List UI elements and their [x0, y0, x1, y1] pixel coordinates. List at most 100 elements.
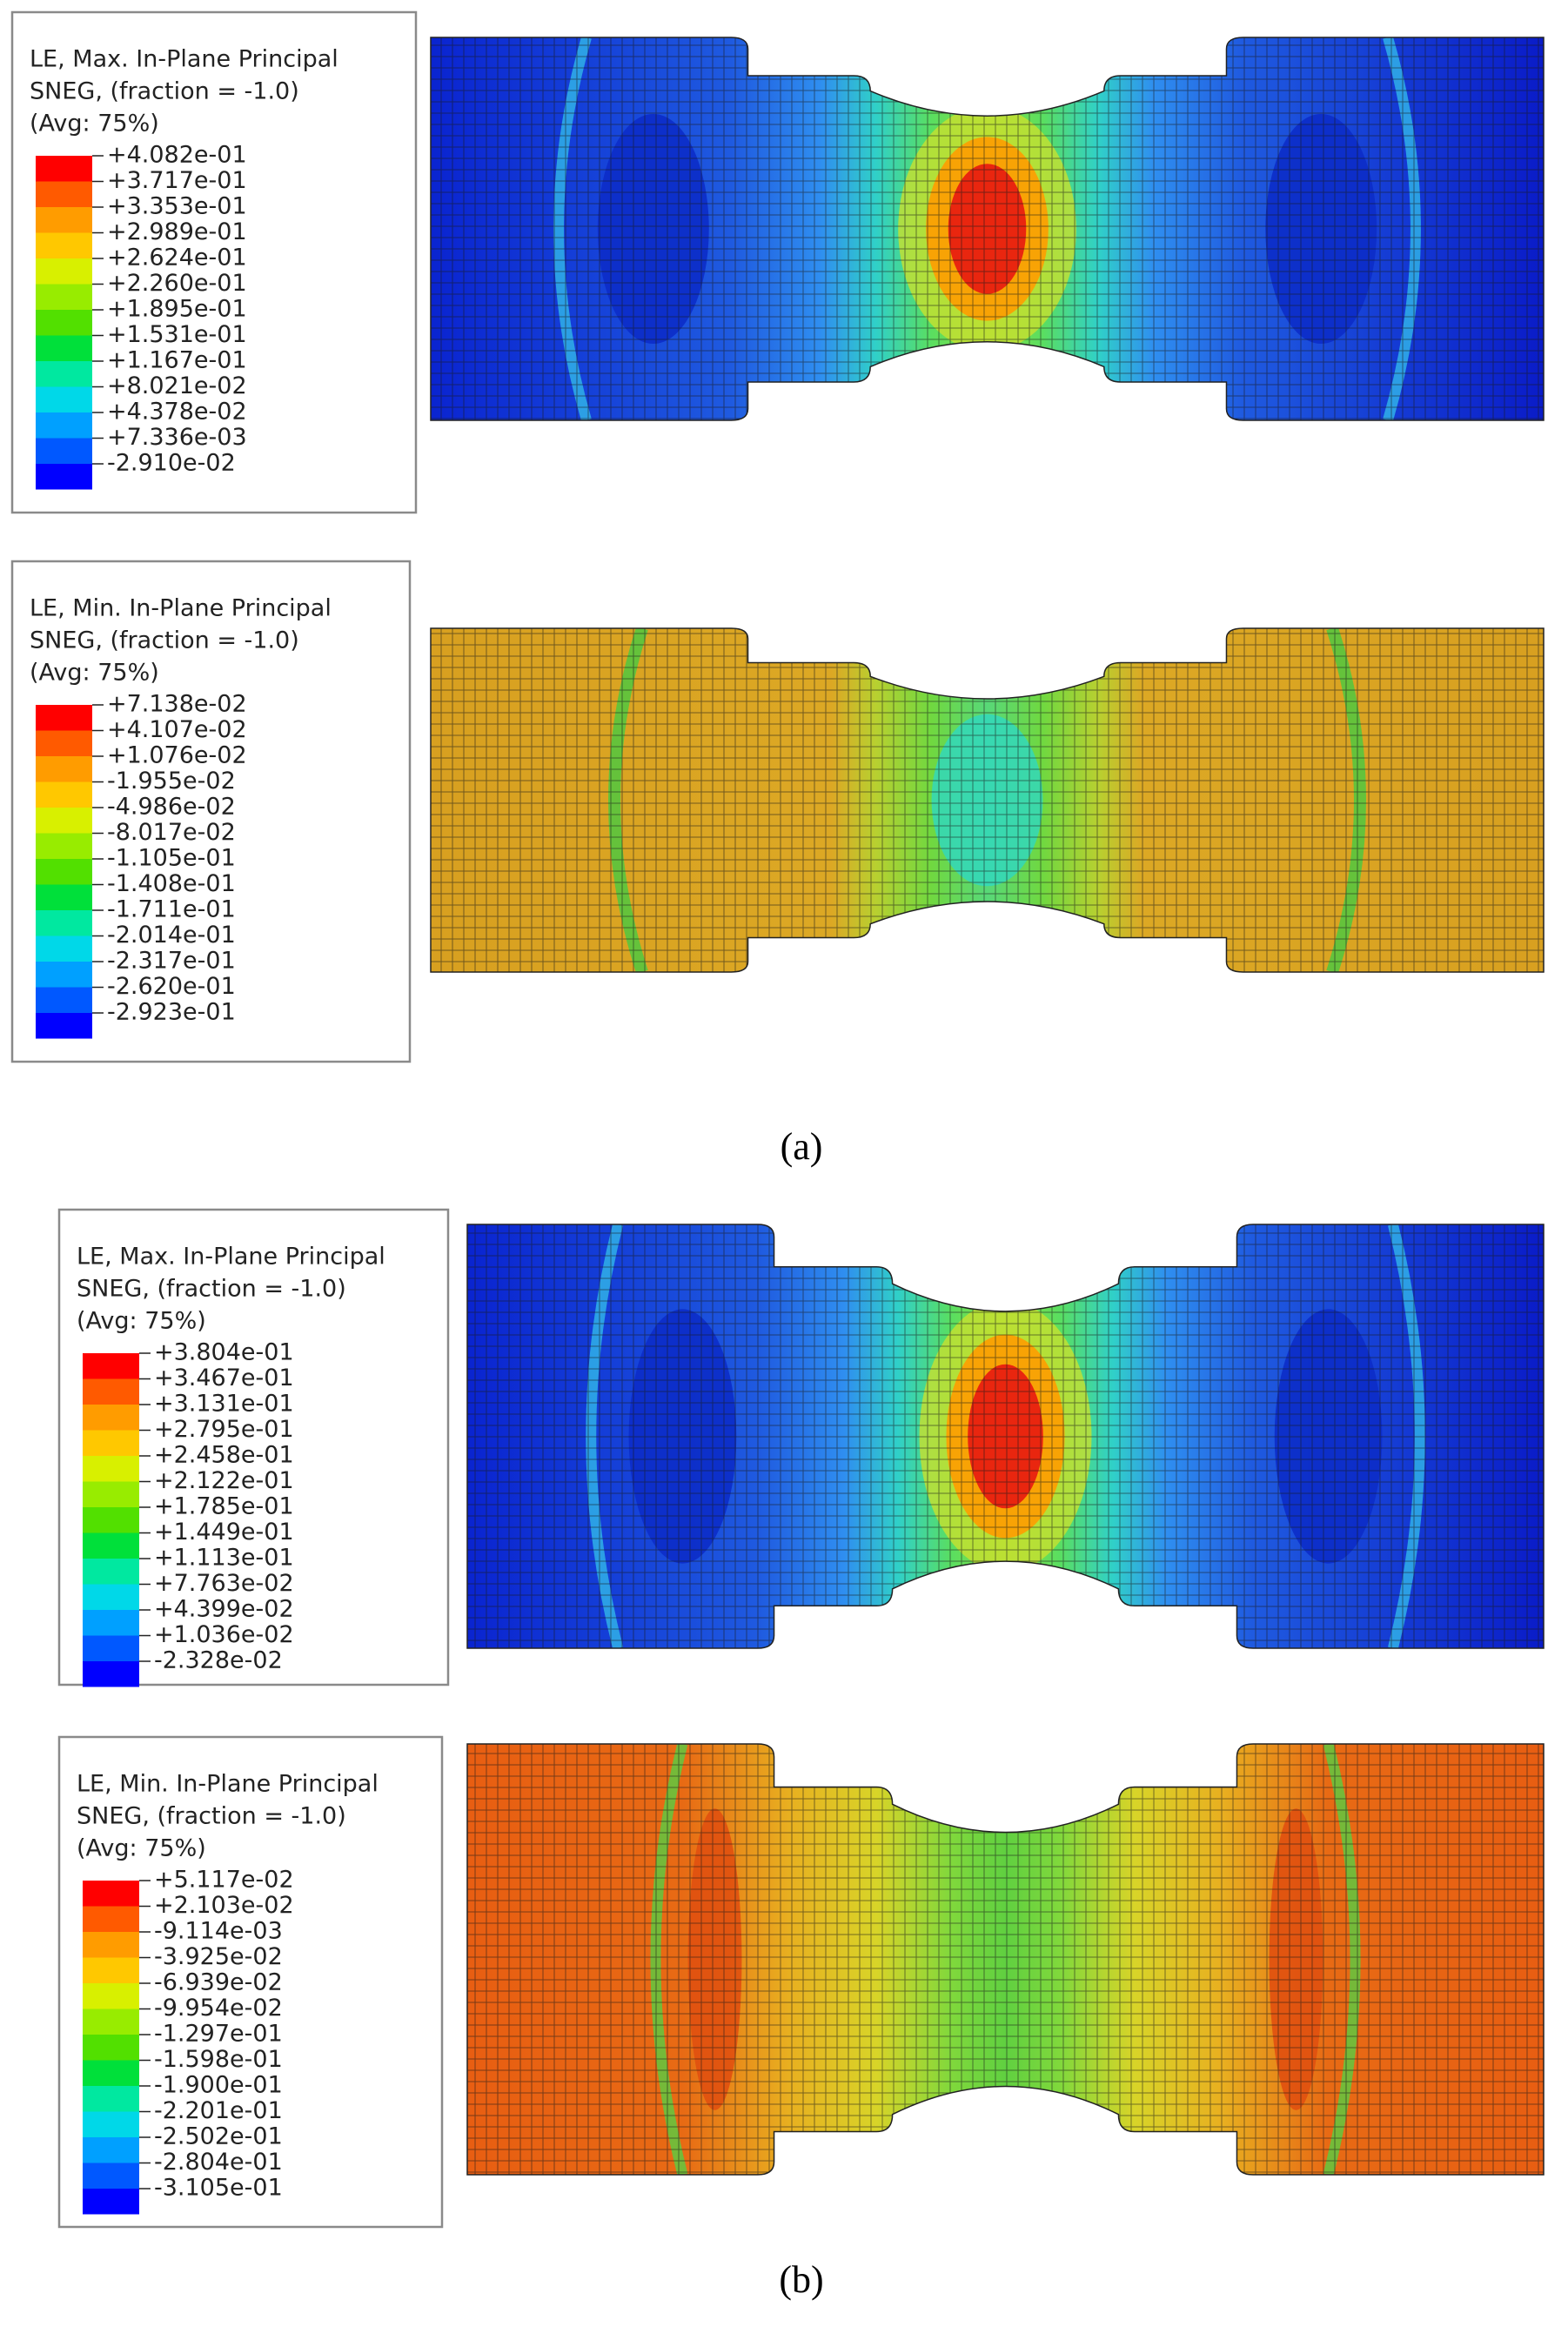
legend-label: -9.114e-03 — [154, 1918, 283, 1945]
legend-label: +2.989e-01 — [107, 218, 247, 245]
legend-label: -2.502e-01 — [154, 2123, 283, 2150]
legend-swatch — [83, 2111, 139, 2137]
legend-label: +1.113e-01 — [154, 1545, 294, 1572]
legend-label: -8.017e-02 — [107, 819, 236, 846]
legend-swatch — [36, 859, 92, 885]
legend-swatch — [83, 1610, 139, 1636]
legend-label: +4.399e-02 — [154, 1596, 294, 1623]
legend-swatch — [83, 2137, 139, 2163]
legend-label: -2.317e-01 — [107, 948, 236, 975]
legend-label: +2.103e-02 — [154, 1892, 294, 1919]
legend-label: +5.117e-02 — [154, 1867, 294, 1894]
legend-label: +3.717e-01 — [107, 167, 247, 194]
legend-swatch — [36, 258, 92, 285]
legend-swatch — [83, 2060, 139, 2086]
legend-title: (Avg: 75%) — [30, 660, 159, 687]
legend-label: +1.036e-02 — [154, 1621, 294, 1648]
legend-title: SNEG, (fraction = -1.0) — [30, 78, 299, 105]
legend-label: -1.900e-01 — [154, 2072, 283, 2099]
legend-title: LE, Max. In-Plane Principal — [30, 46, 338, 73]
legend-swatch — [36, 412, 92, 439]
legend-label: -6.939e-02 — [154, 1969, 283, 1996]
legend-swatch — [36, 987, 92, 1013]
legend-swatch — [36, 910, 92, 936]
legend-label: +7.763e-02 — [154, 1570, 294, 1597]
legend-swatch — [83, 1378, 139, 1405]
legend-swatch — [36, 756, 92, 782]
legend-swatch — [36, 705, 92, 731]
legend-label: -2.923e-01 — [107, 999, 236, 1026]
legend-swatch — [83, 1456, 139, 1482]
legend-swatch — [36, 808, 92, 834]
legend-swatch — [83, 1983, 139, 2009]
legend-swatch — [36, 438, 92, 464]
legend-swatch — [83, 1957, 139, 1983]
legend-swatch — [83, 1881, 139, 1907]
specimen — [431, 37, 1544, 420]
legend-swatch — [36, 310, 92, 336]
legend-label: -1.408e-01 — [107, 870, 236, 897]
legend-label: -4.986e-02 — [107, 794, 236, 821]
legend-label: +8.021e-02 — [107, 372, 247, 399]
mesh — [431, 37, 1544, 420]
legend-label: +3.804e-01 — [154, 1339, 294, 1366]
legend: LE, Max. In-Plane Principal SNEG, (fracti… — [10, 10, 418, 514]
legend-title: (Avg: 75%) — [30, 111, 159, 137]
legend-label: -2.201e-01 — [154, 2097, 283, 2124]
legend-swatch — [36, 884, 92, 910]
legend-swatch — [83, 2008, 139, 2035]
legend-title: SNEG, (fraction = -1.0) — [77, 1276, 346, 1303]
legend: LE, Min. In-Plane Principal SNEG, (fracti… — [10, 560, 412, 1063]
legend-label: +4.378e-02 — [107, 399, 247, 426]
legend-label: +2.795e-01 — [154, 1416, 294, 1443]
legend-label: +2.260e-01 — [107, 270, 247, 297]
legend-swatch — [83, 1532, 139, 1559]
legend-swatch — [83, 2086, 139, 2112]
legend-label: -2.014e-01 — [107, 922, 236, 949]
legend-label: -3.925e-02 — [154, 1943, 283, 1970]
legend-swatch — [36, 781, 92, 808]
legend-label: +4.107e-02 — [107, 716, 247, 743]
legend: LE, Max. In-Plane Principal SNEG, (fracti… — [57, 1208, 450, 1687]
legend-label: -3.105e-01 — [154, 2175, 283, 2202]
legend-swatch — [83, 1405, 139, 1431]
legend-swatch — [36, 464, 92, 490]
legend-label: +2.122e-01 — [154, 1467, 294, 1494]
legend-label: +3.353e-01 — [107, 193, 247, 220]
legend-swatch — [36, 833, 92, 859]
legend-swatch — [36, 232, 92, 258]
caption: (b) — [779, 2258, 823, 2301]
specimen — [467, 1744, 1544, 2175]
legend-swatch — [36, 1013, 92, 1039]
legend-label: +1.167e-01 — [107, 347, 247, 374]
legend-swatch — [36, 335, 92, 361]
legend-title: LE, Max. In-Plane Principal — [77, 1244, 385, 1271]
legend-swatch — [83, 1559, 139, 1585]
mesh — [467, 1744, 1544, 2175]
legend-swatch — [36, 730, 92, 756]
legend-label: -2.804e-01 — [154, 2149, 283, 2176]
mesh — [467, 1224, 1544, 1648]
legend-title: LE, Min. In-Plane Principal — [30, 595, 332, 622]
legend-swatch — [36, 935, 92, 962]
legend-label: +1.531e-01 — [107, 321, 247, 348]
legend-swatch — [83, 2035, 139, 2061]
legend-swatch — [83, 1430, 139, 1456]
legend-label: -1.297e-01 — [154, 2021, 283, 2048]
legend-swatch — [83, 1481, 139, 1507]
legend-title: SNEG, (fraction = -1.0) — [77, 1803, 346, 1830]
legend-swatch — [83, 2189, 139, 2215]
legend-title: (Avg: 75%) — [77, 1835, 206, 1862]
legend-swatch — [36, 156, 92, 182]
legend-swatch — [36, 361, 92, 387]
legend-label: +3.467e-01 — [154, 1365, 294, 1392]
legend-label: +4.082e-01 — [107, 142, 247, 169]
legend-label: -9.954e-02 — [154, 1995, 283, 2022]
legend-swatch — [83, 1906, 139, 1932]
legend-swatch — [36, 962, 92, 988]
specimen — [467, 1224, 1544, 1648]
legend-swatch — [36, 181, 92, 207]
legend-label: +1.895e-01 — [107, 296, 247, 323]
legend-title: (Avg: 75%) — [77, 1308, 206, 1335]
